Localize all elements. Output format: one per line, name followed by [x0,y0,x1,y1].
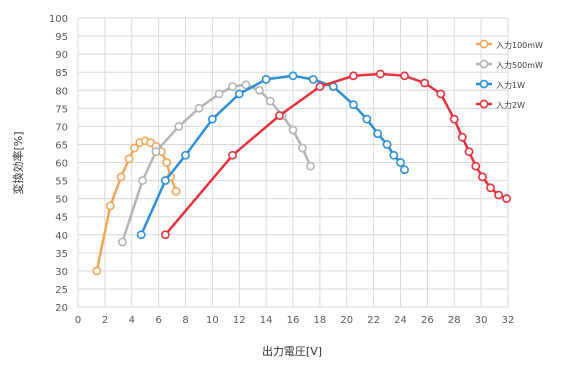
x-tick-label: 0 [75,315,81,326]
y-tick-label: 80 [55,86,68,97]
data-point [181,150,190,160]
legend-swatch-marker [479,99,489,109]
data-point [160,230,170,240]
data-point [486,183,495,193]
legend-swatch-marker [479,39,489,49]
data-point [117,237,127,247]
y-tick-label: 90 [55,50,68,61]
data-point [389,150,399,160]
legend-label: 入力1W [496,80,525,90]
data-point [275,111,284,120]
x-tick-label: 4 [129,315,135,326]
data-point [171,186,181,196]
data-point [288,71,298,81]
y-tick-label: 100 [49,14,68,25]
data-point [207,114,217,124]
data-point [400,165,409,175]
data-point [349,100,358,110]
y-tick-label: 60 [55,159,68,170]
data-point [124,154,134,164]
data-point [373,129,383,138]
data-point [306,161,315,171]
x-tick-label: 26 [421,315,434,326]
data-point [138,176,147,185]
data-point [449,114,459,124]
y-tick-label: 65 [55,140,68,151]
data-point [261,75,271,84]
data-point [400,71,409,81]
data-point [136,230,146,240]
legend-label: 入力2W [496,100,525,110]
data-point [436,89,446,99]
data-point [349,71,358,81]
data-point [382,140,392,149]
y-tick-label: 25 [55,285,68,296]
y-tick-label: 95 [55,32,68,43]
data-point [464,147,474,157]
y-tick-label: 45 [55,213,68,224]
data-point [288,125,298,135]
y-tick-label: 35 [55,249,68,260]
y-tick-label: 85 [55,68,68,79]
data-point [420,78,430,88]
data-point [255,85,264,95]
data-point [502,194,512,204]
x-tick-label: 18 [314,315,327,326]
data-point [162,158,172,167]
data-point [174,121,184,131]
x-tick-label: 6 [155,315,161,326]
x-axis-label: 出力電圧[V] [262,344,322,358]
x-tick-label: 22 [367,315,380,326]
x-tick-label: 16 [287,315,300,326]
legend-label: 入力500mW [496,60,543,70]
y-tick-label: 50 [55,195,68,206]
x-tick-label: 8 [182,315,188,326]
data-point [457,132,467,142]
data-point [478,172,487,182]
legend-swatch-marker [479,59,489,69]
data-point [228,82,237,92]
data-point [362,114,372,124]
data-point [214,89,224,99]
data-point [105,201,115,211]
data-point [130,143,139,153]
data-point [471,161,481,171]
y-axis-label: 変換効率[%] [11,131,25,194]
x-tick-label: 14 [260,315,273,326]
data-point [234,89,244,99]
data-point [92,266,102,276]
data-point [241,80,251,90]
data-point [315,82,325,92]
legend-swatch-marker [479,79,489,89]
x-tick-label: 24 [394,315,407,326]
y-tick-label: 55 [55,177,68,188]
series-line-3 [140,74,406,236]
y-tick-label: 70 [55,122,68,133]
x-tick-label: 20 [340,315,353,326]
data-point [265,96,275,106]
data-point [160,176,170,185]
x-tick-label: 10 [206,315,219,326]
data-point [194,103,204,113]
x-tick-label: 30 [475,315,488,326]
x-tick-label: 32 [502,315,515,326]
data-point [308,75,318,84]
y-tick-label: 20 [55,303,68,314]
data-point [151,147,161,157]
data-point [396,158,405,167]
data-point [298,143,307,153]
y-tick-label: 40 [55,231,68,242]
legend-label: 入力100mW [496,40,543,50]
data-point [228,150,237,160]
data-point [116,172,126,182]
y-tick-label: 75 [55,104,68,115]
x-tick-label: 28 [448,315,461,326]
x-tick-label: 2 [102,315,108,326]
data-point [494,190,503,200]
data-point [375,69,385,79]
x-tick-label: 12 [233,315,246,326]
y-tick-label: 30 [55,267,68,278]
